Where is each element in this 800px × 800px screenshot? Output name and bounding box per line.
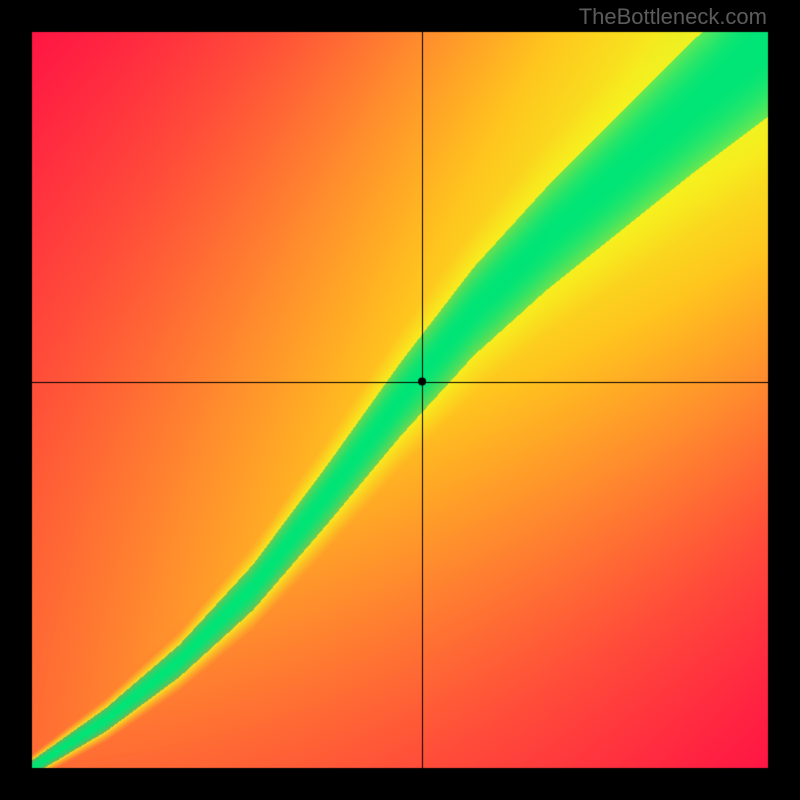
bottleneck-heatmap: [0, 0, 800, 800]
watermark-label: TheBottleneck.com: [579, 4, 767, 30]
